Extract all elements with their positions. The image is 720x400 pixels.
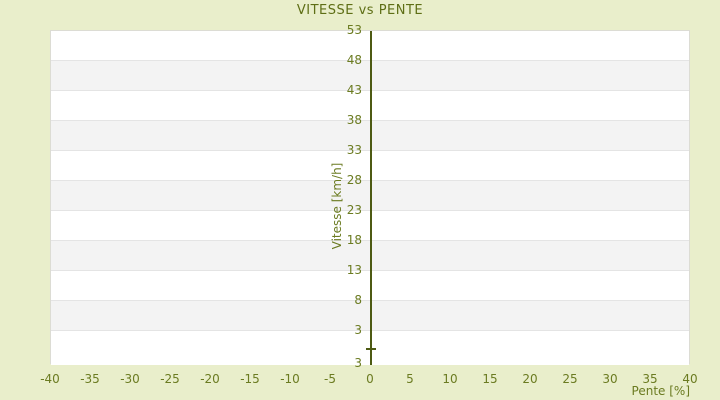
x-axis-title: Pente [%] xyxy=(631,384,690,398)
y-tick-label: 13 xyxy=(346,263,362,277)
x-tick-label: 35 xyxy=(642,372,658,386)
y-axis-line xyxy=(370,31,372,365)
x-tick-label: 30 xyxy=(602,372,618,386)
y-tick-label: 33 xyxy=(346,143,362,157)
y-axis-title: Vitesse [km/h] xyxy=(330,162,344,250)
x-tick-label: -20 xyxy=(200,372,220,386)
y-tick-label: 43 xyxy=(346,83,362,97)
y-axis-bottom-edge-label: 3 xyxy=(354,356,362,370)
y-tick-label: 8 xyxy=(354,293,362,307)
x-tick-label: 20 xyxy=(522,372,538,386)
x-tick-label: -15 xyxy=(240,372,260,386)
x-tick-label: -5 xyxy=(324,372,336,386)
x-tick-label: 0 xyxy=(366,372,374,386)
x-tick-label: -25 xyxy=(160,372,180,386)
x-tick-label: -40 xyxy=(40,372,60,386)
x-tick-label: 10 xyxy=(442,372,458,386)
y-tick-label: 48 xyxy=(346,53,362,67)
x-tick-label: -30 xyxy=(120,372,140,386)
chart-title: VITESSE vs PENTE xyxy=(296,3,424,18)
x-tick-label: 40 xyxy=(682,372,698,386)
x-tick-label: 5 xyxy=(406,372,414,386)
y-tick-label: 23 xyxy=(346,203,362,217)
y-tick-label: 53 xyxy=(346,23,362,37)
x-tick-label: 15 xyxy=(482,372,498,386)
y-tick-label: 28 xyxy=(346,173,362,187)
y-axis-zero-tick xyxy=(366,348,376,350)
x-tick-label: -35 xyxy=(80,372,100,386)
x-tick-label: 25 xyxy=(562,372,578,386)
plot-area xyxy=(50,30,690,365)
y-tick-label: 3 xyxy=(354,323,362,337)
y-tick-label: 18 xyxy=(346,233,362,247)
y-tick-label: 38 xyxy=(346,113,362,127)
x-tick-label: -10 xyxy=(280,372,300,386)
